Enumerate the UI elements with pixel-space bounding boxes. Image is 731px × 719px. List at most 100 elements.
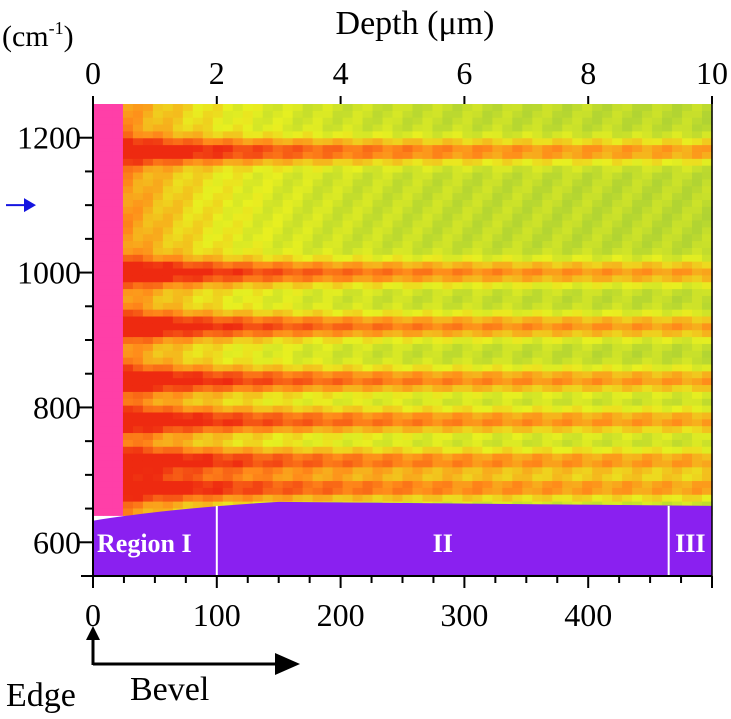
heatmap-cell xyxy=(612,124,623,133)
heatmap-cell xyxy=(642,474,653,482)
heatmap-cell xyxy=(492,446,503,455)
heatmap-cell xyxy=(132,220,144,228)
heatmap-cell xyxy=(542,426,553,434)
heatmap-cell xyxy=(222,220,234,228)
heatmap-cell xyxy=(682,337,693,345)
heatmap-cell xyxy=(162,405,174,414)
heatmap-cell xyxy=(362,193,374,201)
heatmap-cell xyxy=(292,350,304,359)
heatmap-cell xyxy=(432,124,444,133)
heatmap-cell xyxy=(582,419,593,427)
heatmap-cell xyxy=(662,117,673,126)
heatmap-cell xyxy=(702,158,713,167)
heatmap-cell xyxy=(292,391,304,400)
heatmap-cell xyxy=(632,247,643,256)
heatmap-cell xyxy=(612,405,623,414)
heatmap-cell xyxy=(112,364,124,372)
heatmap-cell xyxy=(572,213,583,222)
heatmap-cell xyxy=(372,110,384,119)
heatmap-cell xyxy=(702,412,713,420)
heatmap-cell xyxy=(512,138,523,146)
heatmap-cell xyxy=(672,179,683,187)
heatmap-cell xyxy=(162,172,174,181)
heatmap-cell xyxy=(342,343,354,352)
heatmap-cell xyxy=(222,275,234,283)
heatmap-cell xyxy=(322,330,334,338)
heatmap-cell xyxy=(292,309,304,318)
heatmap-cell xyxy=(172,302,184,311)
heatmap-cell xyxy=(492,186,503,194)
heatmap-cell xyxy=(502,350,513,359)
heatmap-cell xyxy=(302,419,314,427)
heatmap-cell xyxy=(202,213,214,222)
heatmap-cell xyxy=(93,474,104,482)
heatmap-cell xyxy=(262,241,274,249)
heatmap-cell xyxy=(112,268,124,276)
heatmap-cell xyxy=(632,275,643,283)
heatmap-cell xyxy=(362,323,374,331)
heatmap-cell xyxy=(322,481,334,489)
heatmap-cell xyxy=(682,110,693,119)
heatmap-cell xyxy=(392,391,404,400)
heatmap-cell xyxy=(692,494,703,503)
heatmap-cell xyxy=(192,378,204,386)
heatmap-cell xyxy=(652,330,663,338)
heatmap-cell xyxy=(522,426,533,434)
heatmap-cell xyxy=(162,268,174,276)
heatmap-cell xyxy=(272,419,284,427)
heatmap-cell xyxy=(662,289,673,297)
heatmap-cell xyxy=(132,337,144,345)
heatmap-cell xyxy=(632,337,643,345)
heatmap-cell xyxy=(362,316,374,324)
heatmap-cell xyxy=(482,254,493,263)
heatmap-cell xyxy=(642,364,653,372)
heatmap-cell xyxy=(662,316,673,324)
heatmap-cell xyxy=(482,364,493,372)
heatmap-cell xyxy=(162,254,174,263)
heatmap-cell xyxy=(262,378,274,386)
heatmap-cell xyxy=(462,179,473,187)
heatmap-cell xyxy=(322,467,334,475)
heatmap-cell xyxy=(172,165,184,174)
heatmap-cell xyxy=(502,110,513,119)
heatmap-cell xyxy=(202,151,214,160)
heatmap-cell xyxy=(382,193,394,201)
heatmap-cell xyxy=(382,494,394,503)
heatmap-cell xyxy=(192,357,204,366)
heatmap-cell xyxy=(402,323,414,331)
heatmap-cell xyxy=(452,289,464,297)
heatmap-cell xyxy=(562,371,573,379)
heatmap-cell xyxy=(202,398,214,407)
heatmap-cell xyxy=(152,337,164,345)
heatmap-cell xyxy=(362,104,374,112)
heatmap-cell xyxy=(342,453,354,462)
heatmap-cell xyxy=(272,186,284,194)
heatmap-cell xyxy=(102,145,114,153)
heatmap-cell xyxy=(482,467,493,475)
heatmap-cell xyxy=(572,138,583,146)
heatmap-cell xyxy=(342,158,354,167)
heatmap-cell xyxy=(402,206,414,215)
heatmap-cell xyxy=(262,446,274,455)
heatmap-cell xyxy=(192,343,204,352)
heatmap-cell xyxy=(252,487,264,496)
heatmap-cell xyxy=(182,138,194,146)
heatmap-cell xyxy=(232,398,244,407)
heatmap-cell xyxy=(492,254,503,263)
heatmap-cell xyxy=(532,487,543,496)
heatmap-cell xyxy=(152,350,164,359)
heatmap-cell xyxy=(462,453,473,462)
heatmap-cell xyxy=(412,145,424,153)
heatmap-cell xyxy=(352,254,364,263)
heatmap-cell xyxy=(642,295,653,304)
heatmap-cell xyxy=(452,398,464,407)
heatmap-cell xyxy=(462,193,473,201)
heatmap-cell xyxy=(632,474,643,482)
heatmap-cell xyxy=(352,117,364,126)
heatmap-cell xyxy=(102,261,114,270)
heatmap-cell xyxy=(232,337,244,345)
heatmap-cell xyxy=(142,282,154,290)
heatmap-cell xyxy=(202,385,214,393)
heatmap-cell xyxy=(652,357,663,366)
heatmap-cell xyxy=(642,220,653,228)
